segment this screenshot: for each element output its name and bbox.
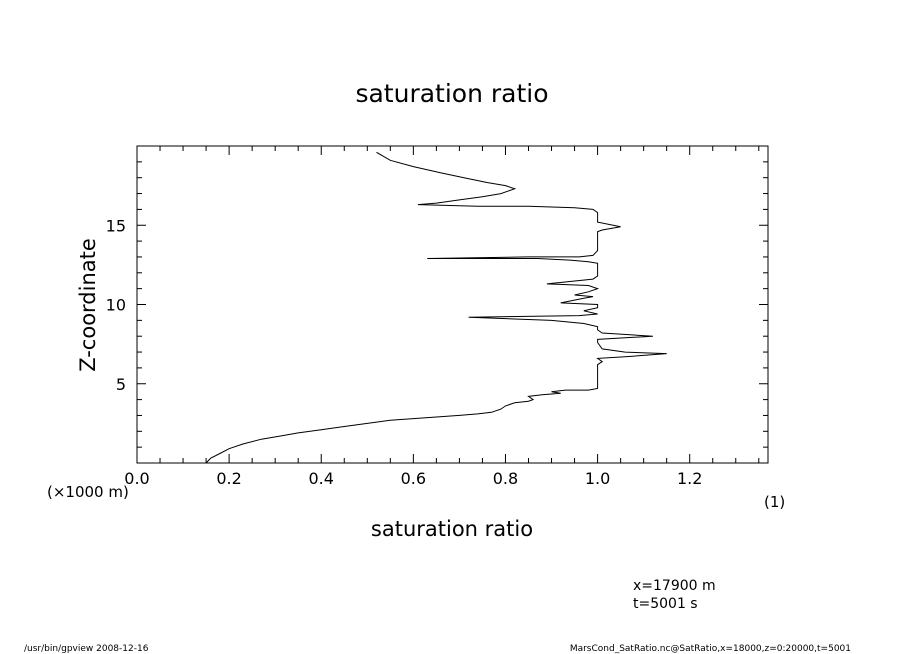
y-tick-label: 5 <box>116 375 126 394</box>
time-note: t=5001 s <box>633 596 698 612</box>
x-tick-label: 1.2 <box>677 469 702 488</box>
axis-ticks <box>136 145 768 464</box>
y-tick-label: 10 <box>106 296 126 315</box>
series-line <box>205 151 667 464</box>
x-tick-label: 0.8 <box>493 469 518 488</box>
chart-title: saturation ratio <box>355 79 548 108</box>
x-tick-label: 1.0 <box>585 469 610 488</box>
x-tick-label: 0.0 <box>124 469 149 488</box>
y-tick-label: 15 <box>106 216 126 235</box>
x-unit-label: (1) <box>764 493 785 511</box>
x-tick-label: 0.6 <box>401 469 426 488</box>
coordinate-x-note: x=17900 m <box>633 578 716 594</box>
y-tick-labels: 5 10 15 <box>106 216 126 394</box>
x-tick-label: 0.2 <box>216 469 241 488</box>
x-tick-labels: 0.0 0.2 0.4 0.6 0.8 1.0 1.2 <box>124 469 702 488</box>
x-axis-label: saturation ratio <box>371 517 533 541</box>
x-tick-label: 0.4 <box>309 469 334 488</box>
y-axis-label: Z-coordinate <box>76 238 100 372</box>
y-unit-label: (×1000 m) <box>47 483 129 501</box>
footer-left: /usr/bin/gpview 2008-12-16 <box>24 644 149 654</box>
footer-right: MarsCond_SatRatio.nc@SatRatio,x=18000,z=… <box>570 644 851 654</box>
